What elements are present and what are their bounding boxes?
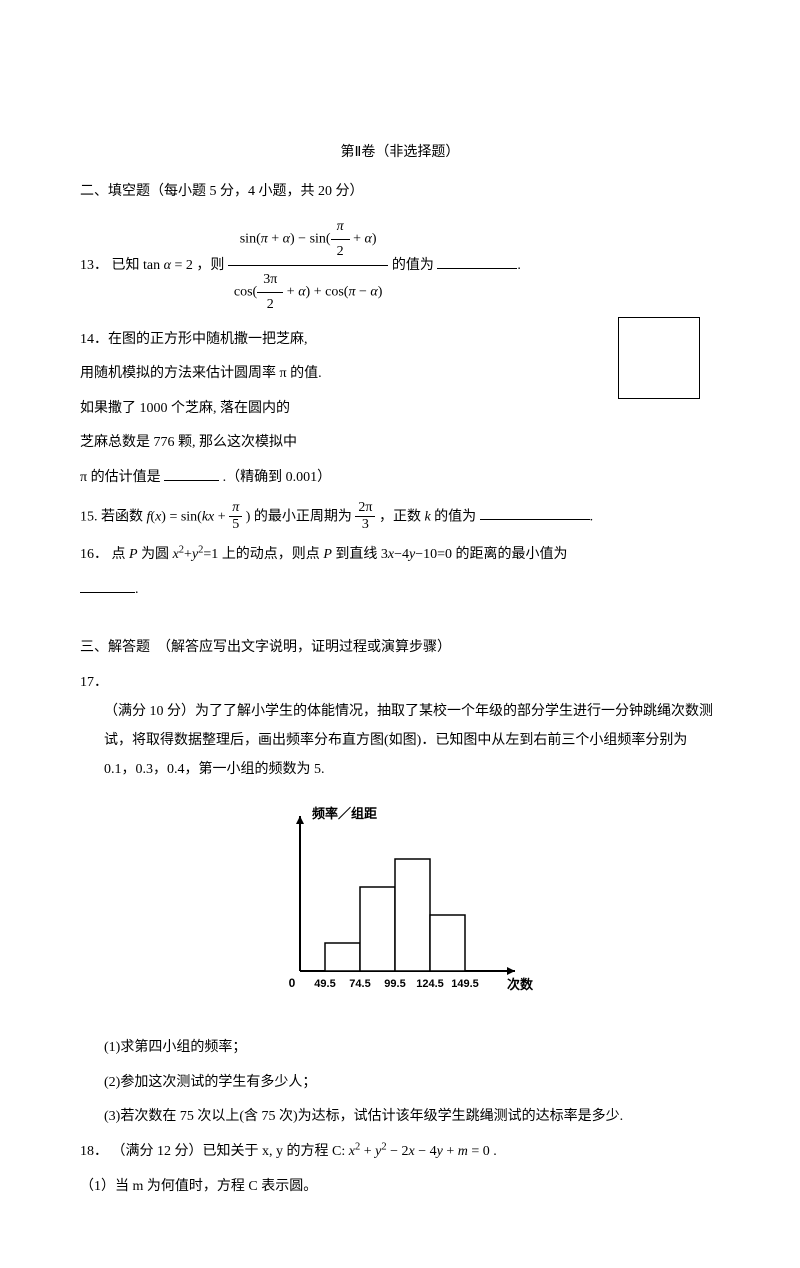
question-16: 16． 点 P 为圆 x2+y2=1 上的动点，则点 P 到直线 3x−4y−1… bbox=[80, 542, 720, 569]
q14-square-figure bbox=[618, 317, 700, 399]
svg-text:99.5: 99.5 bbox=[384, 978, 405, 990]
q13-nf-num: π bbox=[337, 219, 344, 234]
q15-f1n: π bbox=[229, 500, 242, 518]
q13-post: 的值为 bbox=[392, 258, 434, 273]
q15-frac1: π5 bbox=[229, 500, 242, 535]
q16-blank bbox=[80, 578, 135, 593]
question-14: 14．在图的正方形中随机撒一把芝麻, 用随机模拟的方法来估计圆周率 π 的值. … bbox=[80, 327, 720, 500]
part-title: 第Ⅱ卷（非选择题） bbox=[80, 140, 720, 167]
q13-mid: ，则 bbox=[196, 258, 224, 273]
q16-blank-line: . bbox=[80, 577, 720, 604]
question-15: 15. 若函数 f(x) = sin(kx + π5 ) 的最小正周期为 2π3… bbox=[80, 500, 720, 535]
q13-nf-den: 2 bbox=[337, 244, 344, 259]
q16-t1: 为圆 bbox=[141, 547, 173, 562]
q17-p1: (1)求第四小组的频率； bbox=[80, 1035, 720, 1062]
q15-f2n: 2π bbox=[355, 500, 375, 518]
q14-l5pre: π 的估计值是 bbox=[80, 470, 161, 485]
q17-num: 17． bbox=[80, 675, 108, 690]
q13-pre: 已知 bbox=[112, 258, 140, 273]
q13-blank bbox=[437, 254, 517, 269]
question-17: 17． （满分 10 分）为了了解小学生的体能情况，抽取了某校一个年级的部分学生… bbox=[80, 670, 720, 785]
q14-blank bbox=[164, 466, 219, 481]
svg-text:次数: 次数 bbox=[507, 977, 534, 992]
q16-pre: 点 bbox=[112, 547, 130, 562]
q15-f2d: 3 bbox=[355, 517, 375, 534]
q13-df-num: 3π bbox=[263, 272, 277, 287]
question-13: 13． 已知 tan α = 2 ，则 sin(π + α) − sin(π2 … bbox=[80, 213, 720, 318]
svg-text:49.5: 49.5 bbox=[314, 978, 335, 990]
q17-histogram: 频率／组距次数 0 49.5 74.5 99.5 124.5 149.5 bbox=[80, 801, 720, 1012]
q13-tan: tan α = 2 bbox=[143, 258, 193, 273]
q15-mid1: 的最小正周期为 bbox=[254, 509, 356, 524]
svg-text:0: 0 bbox=[289, 976, 296, 990]
q15-post: 的值为 bbox=[434, 509, 476, 524]
q17-lead-text: （满分 10 分）为了了解小学生的体能情况，抽取了某校一个年级的部分学生进行一分… bbox=[80, 697, 720, 785]
q14-l4: 芝麻总数是 776 颗, 那么这次模拟中 bbox=[80, 430, 720, 457]
q13-end: . bbox=[517, 258, 521, 273]
q13-num: 13． bbox=[80, 258, 108, 273]
q16-P1: P bbox=[129, 547, 138, 562]
q17-p3: (3)若次数在 75 次以上(含 75 次)为达标，试估计该年级学生跳绳测试的达… bbox=[80, 1104, 720, 1131]
q18-num: 18． bbox=[80, 1144, 108, 1159]
q16-P2: P bbox=[323, 547, 332, 562]
section3-title: 三、解答题 （解答应写出文字说明，证明过程或演算步骤） bbox=[80, 635, 720, 662]
q15-end: . bbox=[590, 509, 594, 524]
q18-lead-post: . bbox=[493, 1144, 497, 1159]
histogram-svg: 频率／组距次数 0 49.5 74.5 99.5 124.5 149.5 bbox=[255, 801, 545, 1001]
q14-l3: 如果撒了 1000 个芝麻, 落在圆内的 bbox=[80, 396, 720, 423]
q13-df-den: 2 bbox=[267, 297, 274, 312]
q18-p1: （1）当 m 为何值时，方程 C 表示圆。 bbox=[80, 1174, 720, 1201]
q15-pre: 若函数 bbox=[101, 509, 147, 524]
q15-num: 15. bbox=[80, 509, 98, 524]
q13-bigfrac: sin(π + α) − sin(π2 + α) cos(3π2 + α) + … bbox=[228, 213, 389, 318]
q15-fxr: ) bbox=[246, 509, 251, 524]
q14-num: 14． bbox=[80, 332, 108, 347]
q15-frac2: 2π3 bbox=[355, 500, 375, 535]
q15-blank bbox=[480, 505, 590, 520]
q16-t3: 到直线 bbox=[335, 547, 381, 562]
q16-t4: 的距离的最小值为 bbox=[456, 547, 568, 562]
q16-num: 16． bbox=[80, 547, 108, 562]
question-18: 18． （满分 12 分）已知关于 x, y 的方程 C: x2 + y2 − … bbox=[80, 1139, 720, 1166]
q15-mid2: ，正数 bbox=[379, 509, 425, 524]
q16-t2: 上的动点，则点 bbox=[222, 547, 324, 562]
svg-text:74.5: 74.5 bbox=[349, 978, 370, 990]
q15-f1d: 5 bbox=[229, 517, 242, 534]
spacer bbox=[80, 611, 720, 635]
section2-title: 二、填空题（每小题 5 分，4 小题，共 20 分） bbox=[80, 179, 720, 206]
svg-text:149.5: 149.5 bbox=[451, 978, 479, 990]
q17-p2: (2)参加这次测试的学生有多少人； bbox=[80, 1070, 720, 1097]
q14-l1: 在图的正方形中随机撒一把芝麻, bbox=[108, 332, 308, 347]
svg-text:频率／组距: 频率／组距 bbox=[312, 806, 377, 821]
q15-k: k bbox=[424, 509, 430, 524]
q14-l5post: .（精确到 0.001） bbox=[223, 470, 332, 485]
q16-end: . bbox=[135, 582, 139, 597]
svg-text:124.5: 124.5 bbox=[416, 978, 444, 990]
q18-lead-pre: （满分 12 分）已知关于 x, y 的方程 C: bbox=[112, 1144, 349, 1159]
